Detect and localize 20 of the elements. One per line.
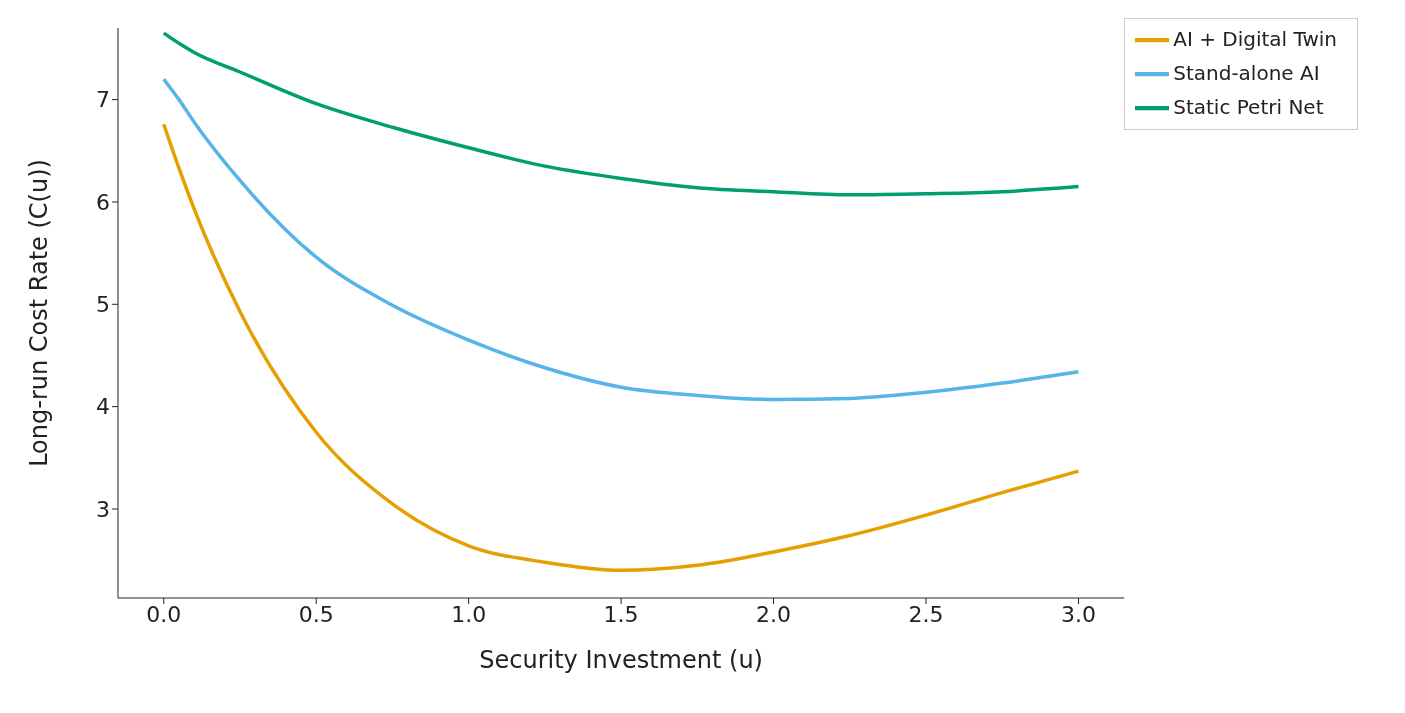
line-series <box>161 31 1081 197</box>
line-series <box>161 77 1081 402</box>
y-tick-label: 3 <box>96 496 110 522</box>
x-tick-label: 0.0 <box>146 601 182 627</box>
legend-label: Stand-alone AI <box>1173 60 1320 85</box>
y-tick-label: 7 <box>96 87 110 113</box>
line-series <box>161 122 1081 573</box>
y-tick-label: 5 <box>96 292 110 318</box>
x-tick-label: 1.5 <box>603 601 639 627</box>
x-tick-label: 0.5 <box>298 601 334 627</box>
y-tick-label: 6 <box>96 189 110 215</box>
x-tick-label: 2.5 <box>908 601 944 627</box>
x-tick-label: 3.0 <box>1060 601 1096 627</box>
y-axis-title: Long-run Cost Rate (C(u)) <box>24 159 53 467</box>
x-tick-label: 1.0 <box>451 601 487 627</box>
x-axis-title: Security Investment (u) <box>479 646 763 674</box>
legend-label: AI + Digital Twin <box>1173 26 1337 51</box>
x-tick-label: 2.0 <box>756 601 792 627</box>
y-tick-label: 4 <box>96 394 110 420</box>
legend-label: Static Petri Net <box>1173 94 1324 119</box>
